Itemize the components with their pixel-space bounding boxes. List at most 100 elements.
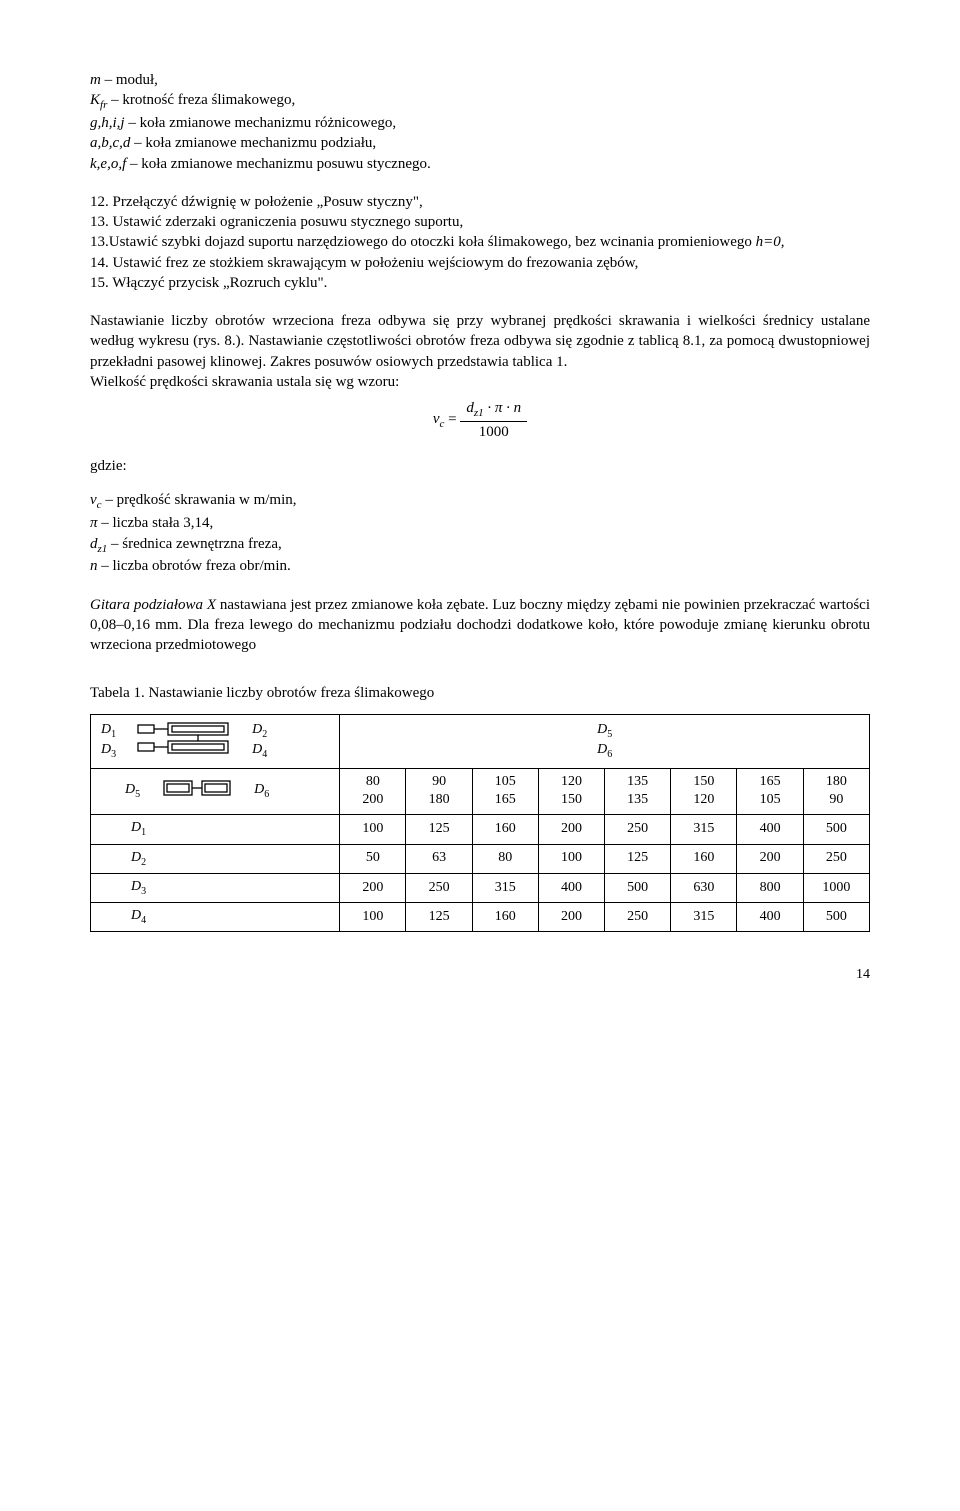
- cell: 100: [340, 815, 406, 844]
- cell: 135135: [605, 768, 671, 815]
- def-sym: g,h,i,j: [90, 115, 125, 131]
- def-sym: π: [90, 515, 98, 531]
- cell: 18090: [803, 768, 869, 815]
- sym-D5-sub: 5: [607, 729, 612, 740]
- paragraph-formula-intro: Wielkość prędkości skrawania ustala się …: [90, 372, 870, 392]
- def-text: – koła zmianowe mechanizmu różnicowego,: [125, 115, 397, 131]
- cell: 400: [737, 815, 803, 844]
- def-sym: K: [90, 92, 100, 108]
- def-text: – prędkość skrawania w m/min,: [102, 492, 297, 508]
- cell: 630: [671, 873, 737, 902]
- double-pulley-icon: [162, 777, 232, 806]
- cell: 50: [340, 844, 406, 873]
- cell: 120150: [538, 768, 604, 815]
- sym-D5b-sub: 5: [135, 789, 140, 800]
- table-header-row: D1 D3: [91, 714, 870, 768]
- cell-top: 165: [743, 773, 796, 792]
- cell: 200: [538, 815, 604, 844]
- lbl-sym: D: [131, 879, 141, 894]
- cell: 150120: [671, 768, 737, 815]
- formula-lhs: vc: [433, 409, 445, 432]
- lbl-sub: 4: [141, 915, 146, 926]
- cell-bot: 120: [677, 791, 730, 810]
- sym-D6-sub: 6: [607, 749, 612, 760]
- cell-bot: 200: [346, 791, 399, 810]
- row-label-d1: D1: [91, 815, 340, 844]
- def-text: – liczba obrotów freza obr/min.: [98, 558, 291, 574]
- cell-top: 180: [810, 773, 863, 792]
- num-sub: z1: [474, 407, 484, 419]
- num-rest: · π · n: [484, 400, 522, 416]
- header-diagram-right: D5 D6: [340, 714, 870, 768]
- table-row-d3: D3 200 250 315 400 500 630 800 1000: [91, 873, 870, 902]
- table-row-d1: D1 100 125 160 200 250 315 400 500: [91, 815, 870, 844]
- def-sym: k,e,o,f: [90, 156, 126, 172]
- cell: 125: [406, 903, 472, 932]
- cell: 125: [605, 844, 671, 873]
- def-text: – koła zmianowe mechanizmu posuwu styczn…: [126, 156, 431, 172]
- header-diagram-left: D1 D3: [91, 714, 340, 768]
- sym-D2-sub: 2: [262, 729, 267, 740]
- cell: 100: [538, 844, 604, 873]
- def-text: – średnica zewnętrzna freza,: [107, 536, 281, 552]
- table-row-d2: D2 50 63 80 100 125 160 200 250: [91, 844, 870, 873]
- sym-D4-sub: 4: [262, 749, 267, 760]
- cell-bot: 150: [545, 791, 598, 810]
- formula-cutting-speed: vc = dz1 · π · n 1000: [90, 398, 870, 442]
- def-line: n – liczba obrotów freza obr/min.: [90, 556, 870, 576]
- cell: 250: [406, 873, 472, 902]
- cell: 105165: [472, 768, 538, 815]
- formula-sym: v: [433, 411, 440, 427]
- speed-table: D1 D3: [90, 714, 870, 933]
- def-line: m – moduł,: [90, 70, 870, 90]
- cell: 800: [737, 873, 803, 902]
- cell-top: 105: [479, 773, 532, 792]
- def-line: π – liczba stała 3,14,: [90, 513, 870, 533]
- where-label: gdzie:: [90, 456, 870, 476]
- pulley-diagram-icon: [136, 721, 232, 762]
- cell: 200: [538, 903, 604, 932]
- table-row-d4: D4 100 125 160 200 250 315 400 500: [91, 903, 870, 932]
- step: 14. Ustawić frez ze stożkiem skrawającym…: [90, 253, 870, 273]
- paragraph-speed-setting: Nastawianie liczby obrotów wrzeciona fre…: [90, 311, 870, 372]
- cell: 160: [671, 844, 737, 873]
- cell: 90180: [406, 768, 472, 815]
- row-label-d3: D3: [91, 873, 340, 902]
- cell: 80200: [340, 768, 406, 815]
- cell: 200: [340, 873, 406, 902]
- cell: 1000: [803, 873, 869, 902]
- cell: 63: [406, 844, 472, 873]
- cell-top: 135: [611, 773, 664, 792]
- sym-D5: D: [597, 722, 607, 737]
- num-sym: d: [466, 400, 474, 416]
- sym-D1-sub: 1: [111, 729, 116, 740]
- lbl-sym: D: [131, 820, 141, 835]
- def-text: – moduł,: [101, 72, 158, 88]
- cell: 250: [605, 903, 671, 932]
- cell: 250: [803, 844, 869, 873]
- cell-bot: 90: [810, 791, 863, 810]
- row-label-d2: D2: [91, 844, 340, 873]
- def-text: – krotność freza ślimakowego,: [107, 92, 295, 108]
- sym-D1: D: [101, 722, 111, 737]
- formula-sub: c: [440, 418, 445, 430]
- cell-top: 80: [346, 773, 399, 792]
- def-sym: v: [90, 492, 97, 508]
- cell-bot: 135: [611, 791, 664, 810]
- sym-D6: D: [597, 742, 607, 757]
- def-text: – koła zmianowe mechanizmu podziału,: [130, 135, 376, 151]
- procedure-steps: 12. Przełączyć dźwignię w położenie „Pos…: [90, 192, 870, 293]
- table-title: Tabela 1. Nastawianie liczby obrotów fre…: [90, 683, 870, 703]
- def-sym: m: [90, 72, 101, 88]
- cell: 200: [737, 844, 803, 873]
- def-line: vc – prędkość skrawania w m/min,: [90, 490, 870, 513]
- cell: 315: [472, 873, 538, 902]
- page-number: 14: [90, 966, 870, 985]
- sym-D3-sub: 3: [111, 749, 116, 760]
- sym-D6b-sub: 6: [264, 789, 269, 800]
- step-text: 13.Ustawić szybki dojazd suportu narzędz…: [90, 234, 756, 250]
- def-sym: a,b,c,d: [90, 135, 130, 151]
- lbl-sub: 1: [141, 827, 146, 838]
- cell: 400: [538, 873, 604, 902]
- row-label-d4: D4: [91, 903, 340, 932]
